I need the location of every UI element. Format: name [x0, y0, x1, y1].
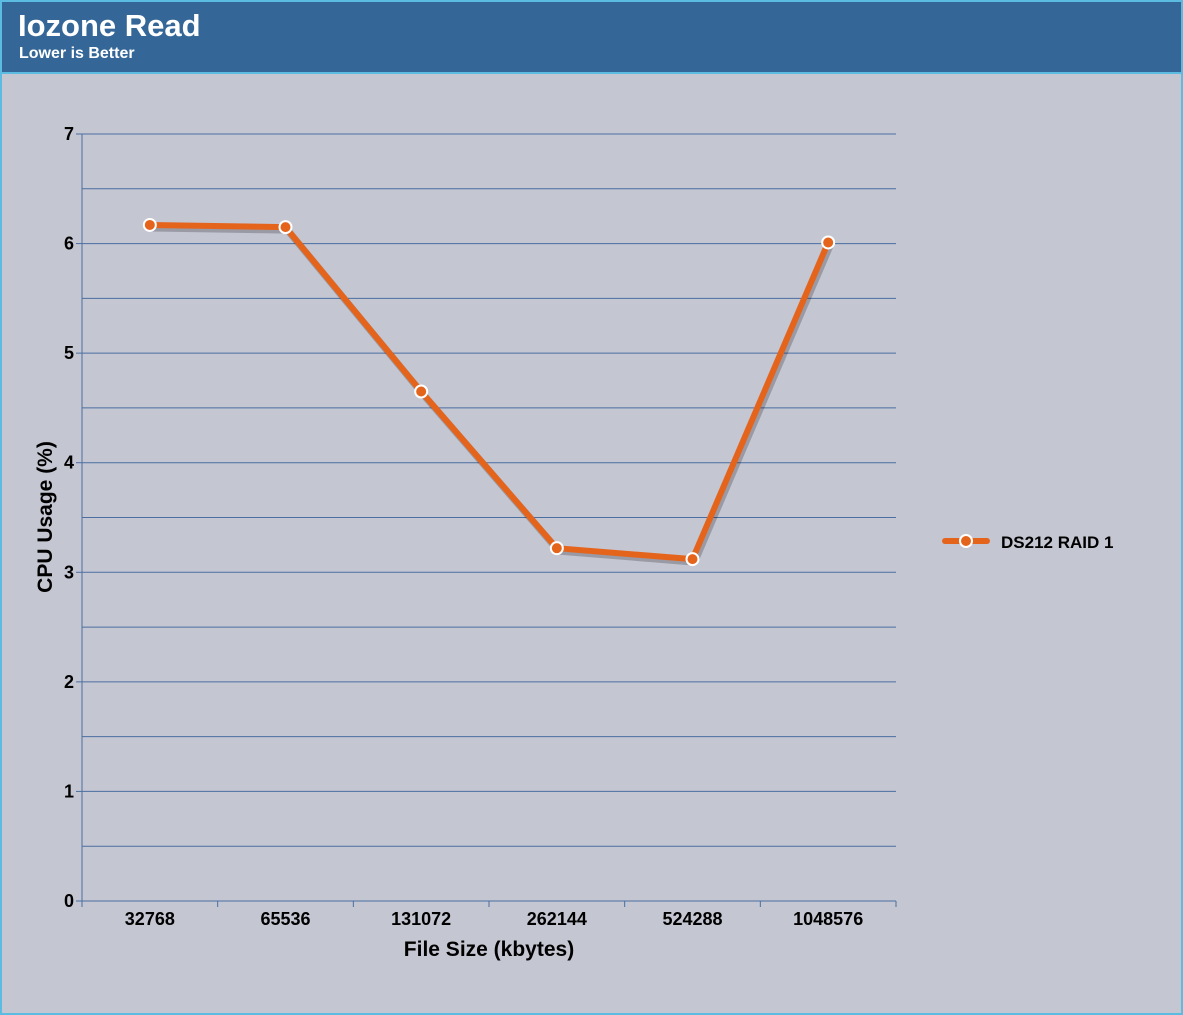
y-tick-label: 6 [64, 234, 74, 254]
legend: DS212 RAID 1 [942, 533, 1113, 552]
legend-label-ds212-raid-1: DS212 RAID 1 [1001, 533, 1113, 552]
gridlines [82, 133, 896, 847]
chart-header: Iozone Read Lower is Better [2, 2, 1181, 74]
axes [76, 133, 897, 907]
x-tick-label: 262144 [527, 909, 587, 929]
series-line-shadow [148, 224, 834, 566]
y-tick-label: 0 [64, 891, 74, 911]
y-axis-title: CPU Usage (%) [34, 441, 57, 593]
x-axis-title: File Size (kbytes) [404, 938, 574, 961]
x-tick-label: 1048576 [793, 909, 863, 929]
data-points [142, 217, 836, 567]
y-tick-label: 4 [64, 453, 74, 473]
y-tick-label: 3 [64, 562, 74, 582]
series-line [146, 221, 832, 563]
x-tick-label: 32768 [125, 909, 175, 929]
x-tick-label: 131072 [391, 909, 451, 929]
data-point [549, 541, 564, 556]
y-tick-label: 7 [64, 124, 74, 144]
x-tick-label: 524288 [662, 909, 722, 929]
x-tick-labels: 32768 65536 131072 262144 524288 1048576 [125, 909, 863, 929]
chart-subtitle: Lower is Better [19, 45, 135, 62]
data-point [414, 384, 429, 399]
series-lines [146, 221, 834, 566]
data-point [821, 235, 836, 250]
y-tick-label: 2 [64, 672, 74, 692]
legend-marker-swatch [959, 534, 973, 548]
data-point [685, 552, 700, 567]
y-tick-labels: 0 1 2 3 4 5 6 7 [64, 124, 74, 911]
chart-title: Iozone Read [18, 8, 201, 43]
y-tick-label: 1 [64, 781, 74, 801]
data-point [142, 217, 157, 232]
x-tick-label: 65536 [260, 909, 310, 929]
data-point [278, 220, 293, 235]
y-tick-label: 5 [64, 343, 74, 363]
